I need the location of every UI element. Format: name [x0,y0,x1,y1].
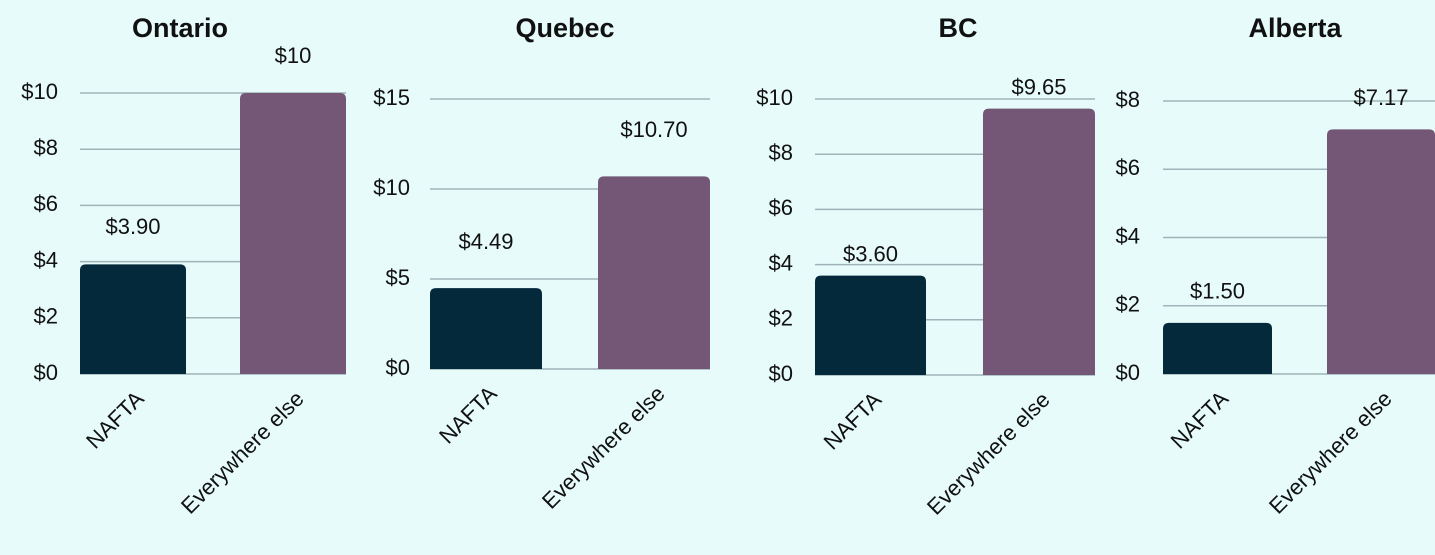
chart-title: Quebec [515,13,614,43]
y-tick-label: $15 [373,85,410,110]
x-tick-label: NAFTA [819,387,887,455]
x-tick-label: NAFTA [434,381,502,449]
value-label: $10.70 [620,117,687,142]
x-tick-label: NAFTA [81,386,149,454]
bar [598,176,710,369]
value-label: $1.50 [1190,279,1245,304]
y-tick-label: $10 [756,85,793,110]
y-tick-label: $4 [34,247,58,272]
y-tick-label: $8 [769,140,793,165]
y-tick-label: $2 [1116,292,1140,317]
x-tick-label: NAFTA [1166,386,1234,454]
y-tick-label: $6 [34,191,58,216]
value-label: $9.65 [1011,74,1066,99]
y-tick-label: $0 [1116,360,1140,385]
value-label: $4.49 [458,229,513,254]
y-tick-label: $6 [1116,155,1140,180]
x-tick-label: Everywhere else [537,381,670,514]
value-label: $3.60 [843,241,898,266]
chart-title: Alberta [1248,13,1342,43]
x-tick-label: Everywhere else [922,387,1055,520]
y-tick-label: $4 [1116,223,1140,248]
y-tick-label: $0 [386,355,410,380]
bar [430,288,542,369]
bar [983,108,1095,375]
y-tick-label: $0 [769,361,793,386]
y-tick-label: $4 [769,250,793,275]
value-label: $3.90 [105,214,160,239]
y-tick-label: $2 [34,304,58,329]
value-label: $10 [275,43,312,68]
bar [240,93,346,374]
y-tick-label: $8 [1116,87,1140,112]
y-tick-label: $10 [373,175,410,200]
y-tick-label: $0 [34,360,58,385]
y-tick-label: $8 [34,135,58,160]
y-tick-label: $10 [21,79,58,104]
bar [80,264,186,374]
bar [815,275,926,375]
value-label: $7.17 [1353,85,1408,110]
chart-title: BC [939,13,978,43]
bar [1327,129,1435,374]
x-tick-label: Everywhere else [1264,386,1397,519]
x-tick-label: Everywhere else [176,386,309,519]
bar [1163,322,1272,374]
y-tick-label: $6 [769,195,793,220]
y-tick-label: $5 [386,265,410,290]
chart-title: Ontario [132,13,228,43]
y-tick-label: $2 [769,306,793,331]
